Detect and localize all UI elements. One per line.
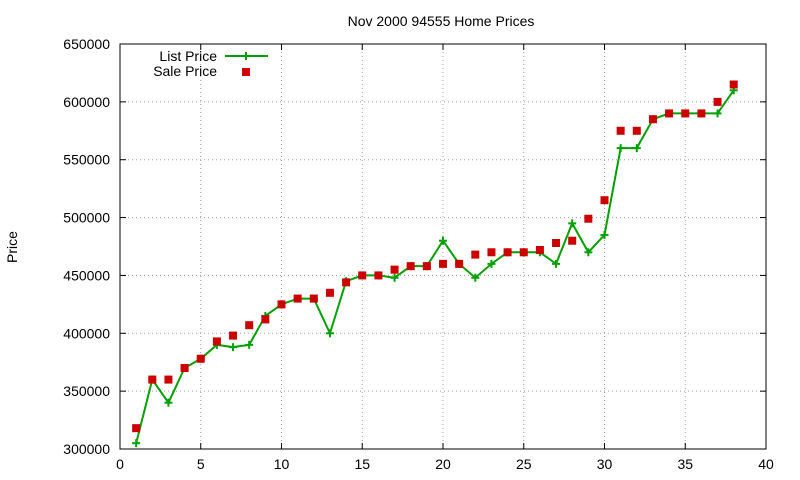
data-point-list-price xyxy=(584,248,593,257)
data-point-list-price xyxy=(164,398,173,407)
data-point-sale-price xyxy=(180,364,189,372)
y-tick-label: 450000 xyxy=(63,267,110,283)
data-point-sale-price xyxy=(261,315,270,324)
data-point-list-price xyxy=(132,439,141,448)
x-tick-label: 35 xyxy=(677,456,693,472)
data-point-list-price xyxy=(245,340,254,349)
data-point-sale-price xyxy=(535,245,544,254)
data-point-sale-price xyxy=(729,80,738,89)
data-point-list-price xyxy=(552,259,561,268)
data-point-sale-price xyxy=(374,271,383,280)
data-point-sale-price xyxy=(164,375,173,384)
x-tick-label: 10 xyxy=(274,456,290,472)
series-list-price xyxy=(132,86,738,448)
data-point-sale-price xyxy=(148,375,157,384)
data-point-sale-price xyxy=(229,331,238,340)
data-point-list-price xyxy=(229,343,238,352)
data-point-list-price xyxy=(616,144,625,153)
data-point-list-price xyxy=(487,259,496,268)
legend-label-sale-price: Sale Price xyxy=(153,63,217,79)
data-point-list-price xyxy=(632,144,641,153)
data-point-sale-price xyxy=(471,250,480,259)
data-point-sale-price xyxy=(584,214,593,223)
series-sale-price xyxy=(132,80,738,433)
x-tick-label: 5 xyxy=(197,456,205,472)
data-point-list-price xyxy=(568,219,577,228)
legend-label-list-price: List Price xyxy=(159,48,217,64)
data-point-sale-price xyxy=(277,300,286,309)
grid-lines xyxy=(120,44,766,449)
x-tick-label: 30 xyxy=(597,456,613,472)
data-point-list-price xyxy=(600,230,609,239)
axis-ticks: 0 5 10 15 20 25 30 35 40 300000 350000 400000 450000… xyxy=(63,36,774,472)
y-tick-label: 350000 xyxy=(63,383,110,399)
legend-marker-sale-price xyxy=(242,68,250,76)
data-point-sale-price xyxy=(390,265,399,274)
y-tick-label: 400000 xyxy=(63,325,110,341)
data-point-sale-price xyxy=(293,294,302,303)
data-point-sale-price xyxy=(422,262,431,271)
y-tick-label: 500000 xyxy=(63,210,110,226)
data-point-sale-price xyxy=(212,337,221,346)
data-point-sale-price xyxy=(196,354,205,363)
data-point-sale-price xyxy=(632,126,641,135)
x-tick-label: 15 xyxy=(354,456,370,472)
data-point-sale-price xyxy=(503,248,512,257)
data-point-sale-price xyxy=(245,321,254,330)
data-point-sale-price xyxy=(681,109,690,118)
data-point-sale-price xyxy=(325,288,334,297)
data-point-sale-price xyxy=(552,239,561,248)
chart-title: Nov 2000 94555 Home Prices xyxy=(348,13,535,29)
x-tick-label: 25 xyxy=(516,456,532,472)
data-point-sale-price xyxy=(697,109,706,118)
x-tick-label: 20 xyxy=(435,456,451,472)
data-point-list-price xyxy=(471,273,480,282)
data-point-sale-price xyxy=(455,259,464,268)
y-tick-label: 300000 xyxy=(63,441,110,457)
data-point-sale-price xyxy=(358,271,367,280)
y-tick-label: 600000 xyxy=(63,94,110,110)
data-point-list-price xyxy=(713,109,722,118)
data-point-sale-price xyxy=(439,259,447,268)
data-point-sale-price xyxy=(487,248,496,257)
data-point-sale-price xyxy=(600,196,609,205)
data-point-sale-price xyxy=(406,262,415,271)
y-tick-label: 550000 xyxy=(63,152,110,168)
data-point-sale-price xyxy=(713,97,722,106)
y-tick-label: 650000 xyxy=(63,36,110,52)
y-axis-label: Price xyxy=(4,231,20,263)
data-point-list-price xyxy=(439,236,447,245)
x-tick-label: 40 xyxy=(758,456,774,472)
legend: List Price Sale Price xyxy=(153,48,268,79)
data-point-sale-price xyxy=(648,115,657,124)
data-point-sale-price xyxy=(616,126,625,135)
data-point-sale-price xyxy=(342,278,351,287)
data-point-list-price xyxy=(325,329,334,338)
series-line-list-price xyxy=(135,89,735,444)
x-tick-label: 0 xyxy=(116,456,124,472)
data-point-sale-price xyxy=(519,248,528,257)
data-series xyxy=(132,80,738,448)
legend-marker-list-price xyxy=(242,52,250,60)
data-point-sale-price xyxy=(309,294,318,303)
data-point-sale-price xyxy=(665,109,674,118)
data-point-sale-price xyxy=(568,236,577,245)
data-point-list-price xyxy=(390,273,399,282)
data-point-sale-price xyxy=(132,424,141,433)
